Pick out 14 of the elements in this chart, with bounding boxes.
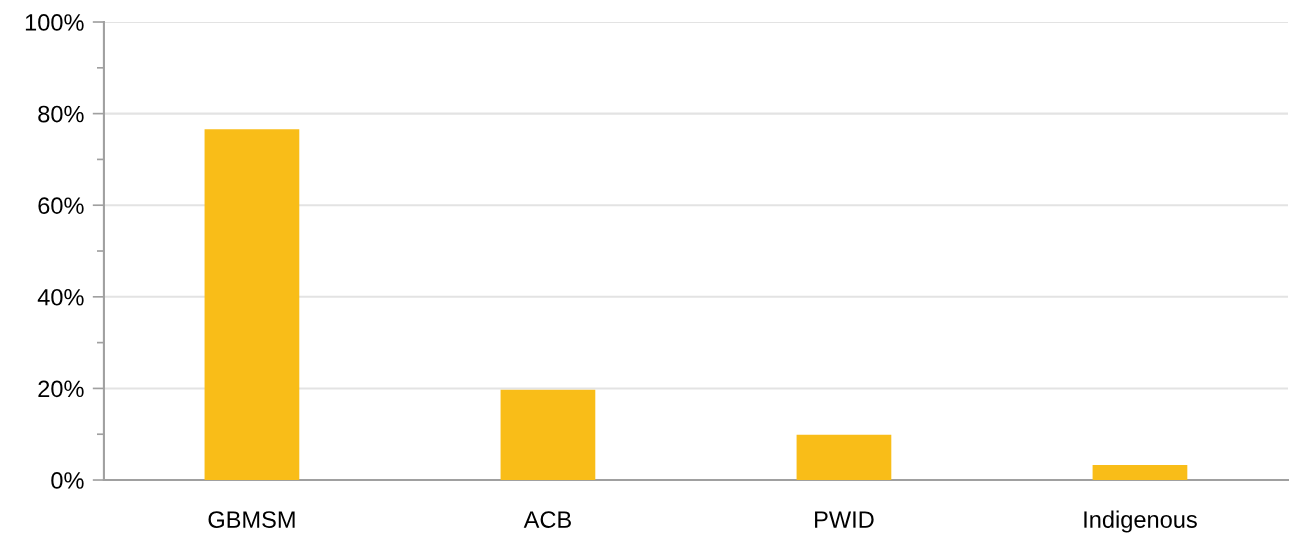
- bar: [796, 434, 892, 481]
- bar: [1092, 464, 1188, 481]
- x-tick-label: PWID: [815, 511, 874, 528]
- y-tick-label: 100%: [25, 14, 84, 31]
- x-tick-label: Indigenous: [1084, 510, 1197, 533]
- y-tick-label: 20%: [38, 380, 84, 398]
- bar: [500, 389, 596, 481]
- bar: [204, 129, 300, 481]
- y-tick-label: 80%: [38, 105, 84, 123]
- x-tick-label: GBMSM: [208, 511, 295, 528]
- x-tick-label: ACB: [523, 511, 571, 528]
- y-tick-label: 0%: [51, 472, 84, 489]
- y-tick-label: 60%: [38, 197, 84, 214]
- y-tick-label: 40%: [37, 288, 84, 306]
